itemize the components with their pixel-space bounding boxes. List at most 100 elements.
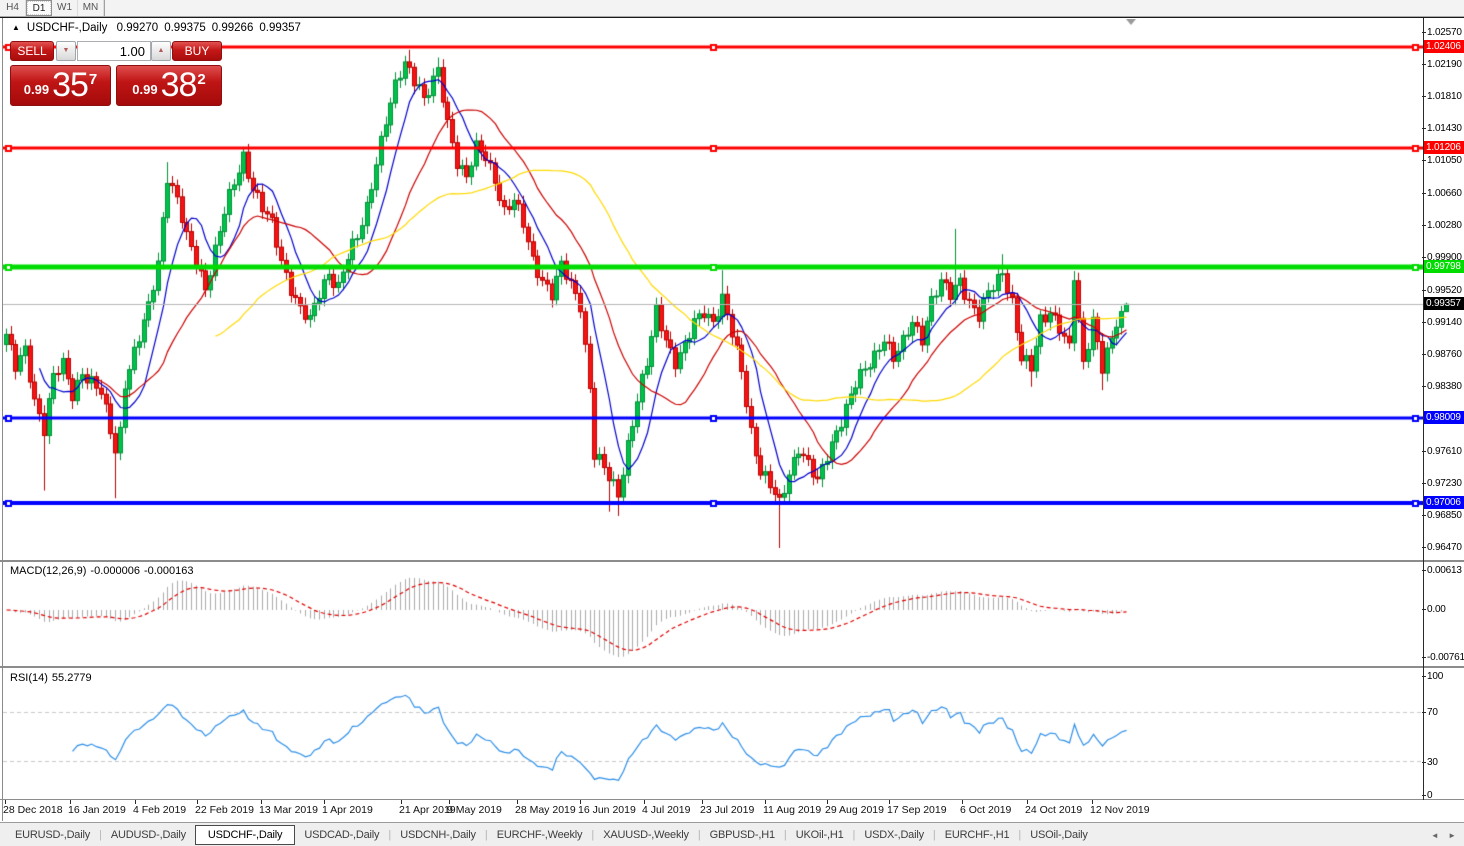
date-axis-tick <box>702 800 703 804</box>
volume-input[interactable] <box>77 41 151 61</box>
date-axis-tick <box>324 800 325 804</box>
tab-eurchf-weekly[interactable]: EURCHF-,Weekly <box>496 828 583 841</box>
timeframe-mn-button[interactable]: MN <box>78 0 104 16</box>
tab-usoil-daily[interactable]: USOil-,Daily <box>1030 828 1088 841</box>
date-axis-label: 9 May 2019 <box>447 804 502 816</box>
date-axis-tick <box>1092 800 1093 804</box>
price-level-tag[interactable]: 1.02406 <box>1424 39 1464 53</box>
timeframe-toolbar: H4 D1 W1 MN <box>0 0 1464 17</box>
price-level-tag[interactable]: 1.01206 <box>1424 141 1464 155</box>
date-axis-tick <box>889 800 890 804</box>
volume-decrease-button[interactable]: ▼ <box>56 41 76 61</box>
price-axis-label: 1.02570 <box>1422 27 1462 38</box>
tab-separator: | <box>591 828 595 841</box>
chart-top-border <box>0 17 1464 18</box>
buy-button[interactable]: BUY <box>172 41 222 61</box>
price-axis-label: 0.99140 <box>1422 316 1462 328</box>
date-axis-tick <box>827 800 828 804</box>
sell-price-big-digits: 35 <box>52 66 89 104</box>
macd-name: MACD(12,26,9) <box>10 565 87 577</box>
ohlc-low-value: 0.99266 <box>211 22 254 34</box>
date-axis-label: 4 Feb 2019 <box>133 804 187 816</box>
date-axis-label: 28 Dec 2018 <box>3 804 63 816</box>
timeframe-d1-button[interactable]: D1 <box>26 0 52 16</box>
tab-xauusd-weekly[interactable]: XAUUSD-,Weekly <box>603 828 689 841</box>
price-axis-label: 0.97230 <box>1422 477 1462 489</box>
tab-separator: | <box>1018 828 1022 841</box>
date-axis-label: 6 Oct 2019 <box>960 804 1012 816</box>
macd-signal-value: -0.000163 <box>143 565 194 577</box>
toolbar-separator <box>104 0 105 16</box>
rsi-indicator-panel[interactable] <box>3 669 1423 799</box>
price-level-tag[interactable]: 0.99798 <box>1424 260 1464 274</box>
ohlc-high-value: 0.99375 <box>164 22 206 34</box>
price-axis-label: 1.01050 <box>1422 155 1462 167</box>
rsi-value: 55.2779 <box>51 672 92 684</box>
date-axis-tick <box>765 800 766 804</box>
tab-separator: | <box>783 828 787 841</box>
main-price-chart[interactable] <box>3 19 1423 560</box>
price-level-tag[interactable]: 0.97006 <box>1424 495 1464 509</box>
date-axis-tick <box>5 800 6 804</box>
sell-price-pip-digit: 7 <box>88 71 98 88</box>
tab-audusd-daily[interactable]: AUDUSD-,Daily <box>110 828 186 841</box>
macd-main-value: -0.000006 <box>90 565 140 577</box>
tab-usdx-daily[interactable]: USDX-,Daily <box>864 828 924 841</box>
date-axis-label: 29 Aug 2019 <box>825 804 884 816</box>
ohlc-open-value: 0.99270 <box>116 22 159 34</box>
tab-separator: | <box>484 828 488 841</box>
tab-scroll-right-icon[interactable]: ► <box>1448 831 1456 840</box>
date-axis-label: 24 Oct 2019 <box>1025 804 1083 816</box>
sell-button[interactable]: SELL <box>10 41 54 61</box>
volume-increase-button[interactable]: ▲ <box>151 41 171 61</box>
date-axis-label: 28 May 2019 <box>515 804 576 816</box>
tab-ukoil-h1[interactable]: UKOil-,H1 <box>795 828 844 841</box>
buy-price-box[interactable]: 0.99 38 2 <box>116 65 222 106</box>
tab-gbpusd-h1[interactable]: GBPUSD-,H1 <box>709 828 775 841</box>
timeframe-h4-button[interactable]: H4 <box>0 0 26 16</box>
symbol-tabs: EURUSD-,Daily | AUDUSD-,Daily USDCHF-,Daily… <box>6 824 1097 845</box>
date-axis-label: 11 Aug 2019 <box>763 804 822 816</box>
main-macd-splitter[interactable] <box>0 560 1464 562</box>
price-level-tag[interactable]: 0.98009 <box>1424 411 1464 425</box>
tab-eurchf-h1[interactable]: EURCHF-,H1 <box>944 828 1010 841</box>
sell-price-box[interactable]: 0.99 35 7 <box>10 65 111 106</box>
price-axis-label: 1.02190 <box>1422 59 1462 71</box>
tab-usdchf-daily[interactable]: USDCHF-,Daily <box>194 824 296 845</box>
date-axis-label: 21 Apr 2019 <box>399 804 456 816</box>
tab-scroll-left-icon[interactable]: ◄ <box>1430 831 1439 840</box>
tab-usdcnh-daily[interactable]: USDCNH-,Daily <box>400 828 476 841</box>
date-axis-tick <box>580 800 581 804</box>
buy-price-prefix: 0.99 <box>132 82 158 97</box>
date-axis-tick <box>135 800 136 804</box>
chart-symbol-label: USDCHF-,Daily <box>26 22 108 34</box>
macd-rsi-splitter[interactable] <box>0 666 1464 668</box>
price-axis-label: 1.01810 <box>1422 91 1462 103</box>
price-axis-line <box>1423 18 1424 800</box>
collapse-triangle-icon[interactable]: ▲ <box>12 23 20 32</box>
date-axis-label: 23 Jul 2019 <box>700 804 755 816</box>
macd-indicator-panel[interactable] <box>3 562 1423 666</box>
chevron-up-icon: ▲ <box>157 47 165 54</box>
date-axis-label: 17 Sep 2019 <box>887 804 947 816</box>
timeframe-w1-button[interactable]: W1 <box>52 0 78 16</box>
ohlc-close-value: 0.99357 <box>259 22 301 34</box>
date-axis-label: 13 Mar 2019 <box>259 804 318 816</box>
symbol-tab-bar: EURUSD-,Daily | AUDUSD-,Daily USDCHF-,Daily… <box>0 822 1464 846</box>
rsi-axis-label: 30 <box>1422 757 1438 768</box>
date-axis-tick <box>1027 800 1028 804</box>
current-price-tag: 0.99357 <box>1424 297 1464 311</box>
buy-price-pip-digit: 2 <box>197 71 206 88</box>
tab-scroll-arrows: ◄ ► <box>1424 831 1456 840</box>
date-axis-tick <box>70 800 71 804</box>
rsi-label: RSI(14) 55.2779 <box>10 672 96 684</box>
tab-eurusd-daily[interactable]: EURUSD-,Daily <box>15 828 91 841</box>
tab-usdcad-daily[interactable]: USDCAD-,Daily <box>304 828 380 841</box>
macd-axis-label: -0.007612 <box>1421 652 1464 664</box>
chart-title: ▲ USDCHF-,Daily 0.99270 0.99375 0.99266 0.99… <box>12 22 301 34</box>
rsi-dateaxis-splitter <box>0 799 1464 800</box>
price-axis-label: 1.01430 <box>1422 123 1462 135</box>
sell-price-prefix: 0.99 <box>23 82 50 97</box>
